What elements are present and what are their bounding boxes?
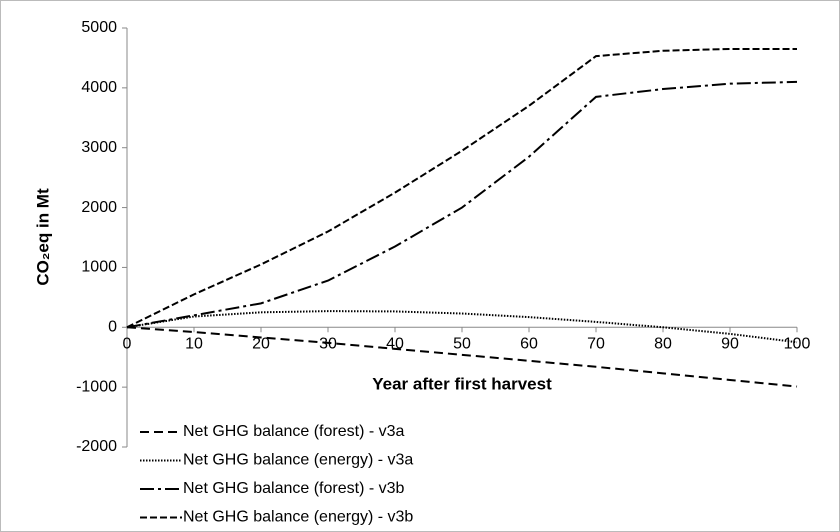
x-tick-label: 80 [654,336,672,353]
x-axis-title: Year after first harvest [372,374,552,393]
series-line [126,326,798,388]
y-tick-label: 3000 [81,139,117,156]
x-tick-label: 10 [185,336,203,353]
series-line [126,47,797,329]
series-line [126,310,798,344]
legend-label: Net GHG balance (forest) - v3a [183,423,405,440]
y-axis-title: CO₂eq in Mt [33,188,52,286]
series-line [126,80,798,329]
y-tick-label: 5000 [81,19,117,36]
legend-label: Net GHG balance (forest) - v3b [183,480,405,497]
x-tick-label: 40 [386,336,404,353]
y-tick-label: 4000 [81,79,117,96]
x-tick-label: 30 [319,336,337,353]
y-tick-label: 0 [108,319,117,336]
y-tick-label: 2000 [81,199,117,216]
legend-label: Net GHG balance (energy) - v3a [183,452,413,469]
x-tick-label: 20 [252,336,270,353]
x-tick-label: 50 [453,336,471,353]
x-tick-label: 60 [520,336,538,353]
x-tick-label: 100 [784,336,811,353]
y-tick-label: -1000 [76,378,117,395]
y-tick-label: 1000 [81,259,117,276]
x-tick-label: 90 [721,336,739,353]
legend-label: Net GHG balance (energy) - v3b [183,509,413,526]
y-tick-label: -2000 [76,438,117,455]
x-tick-label: 70 [587,336,605,353]
x-tick-label: 0 [123,336,132,353]
